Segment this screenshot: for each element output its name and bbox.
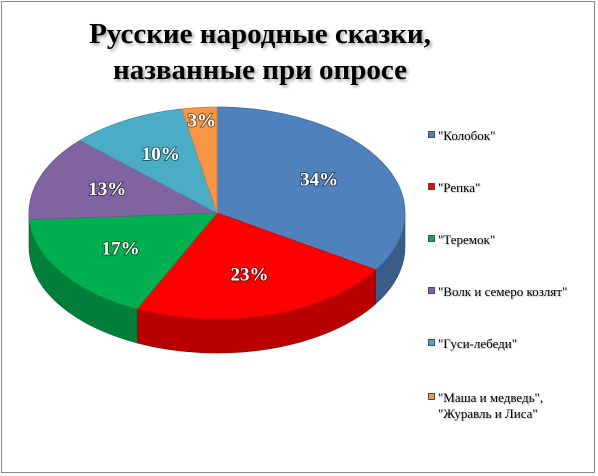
legend-label-volk: "Волк и семеро козлят" bbox=[438, 284, 568, 299]
chart-title: Русские народные сказки, названные при о… bbox=[60, 16, 460, 88]
legend-label-gusi: "Гуси-лебеди" bbox=[438, 336, 518, 351]
chart-title-line-2: названные при опросе bbox=[113, 54, 407, 86]
legend-label-repka: "Репка" bbox=[438, 180, 481, 195]
legend-swatch-repka bbox=[428, 183, 435, 190]
legend-swatch-kolobok bbox=[428, 131, 435, 138]
pie-tops bbox=[28, 106, 406, 320]
legend-label-kolobok: "Колобок" bbox=[438, 128, 496, 143]
chart-title-line-1: Русские народные сказки, bbox=[89, 18, 431, 50]
data-label-kolobok: 34% bbox=[300, 170, 338, 191]
data-label-teremok: 17% bbox=[102, 238, 140, 259]
legend-swatch-masha bbox=[428, 393, 435, 400]
legend-swatch-gusi bbox=[428, 339, 435, 346]
data-label-volk: 13% bbox=[88, 179, 126, 200]
pie-slice-teremok bbox=[28, 212, 218, 310]
pie-slice-repka bbox=[136, 212, 377, 320]
pie-slice-volk bbox=[28, 139, 219, 221]
pie-data-labels: 34% 23% 17% 13% 10% 3% bbox=[87, 110, 339, 287]
pie-slice-masha bbox=[181, 106, 218, 214]
pie-slice-gusi bbox=[79, 108, 218, 214]
legend-label-masha: "Маша и медведь", "Журавль и Лиса" bbox=[438, 390, 544, 421]
pie-slice-kolobok bbox=[216, 106, 406, 271]
legend-label-teremok: "Теремок" bbox=[438, 232, 496, 247]
data-label-gusi: 10% bbox=[142, 144, 180, 165]
data-label-repka: 23% bbox=[231, 264, 269, 285]
legend-swatch-teremok bbox=[428, 235, 435, 242]
data-label-masha: 3% bbox=[188, 111, 217, 132]
legend-swatch-volk bbox=[428, 287, 435, 294]
